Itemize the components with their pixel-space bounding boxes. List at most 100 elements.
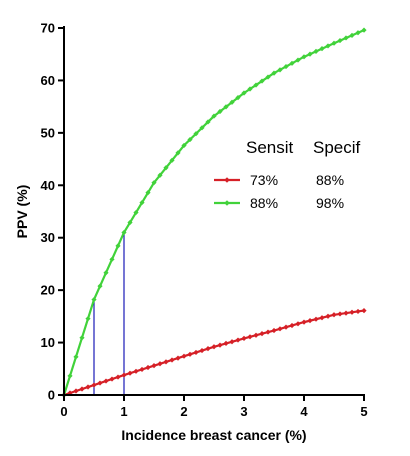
- data-point: [133, 368, 139, 374]
- data-point: [319, 315, 325, 321]
- x-tick-label: 2: [180, 404, 187, 419]
- data-point: [169, 157, 175, 163]
- data-point: [337, 311, 343, 317]
- y-axis-title: PPV (%): [14, 185, 30, 239]
- x-tick-label: 5: [360, 404, 367, 419]
- legend-entry-2: 88% 98%: [214, 195, 344, 211]
- data-point: [67, 373, 73, 379]
- data-point: [289, 60, 295, 66]
- data-point: [175, 355, 181, 361]
- data-point: [79, 386, 85, 392]
- data-point: [211, 113, 217, 119]
- series-2: [61, 27, 367, 398]
- data-point: [91, 296, 97, 303]
- data-point: [205, 119, 211, 125]
- axes: 0 10 20 30 40 50 60 70 0 1 2 3 4 5 Incidence breast …: [14, 21, 368, 444]
- data-point: [199, 347, 205, 354]
- legend-header-specif: Specif: [313, 138, 361, 157]
- data-point: [217, 108, 223, 115]
- data-point: [277, 67, 283, 73]
- data-point: [175, 150, 181, 156]
- data-point: [79, 335, 85, 341]
- data-point: [295, 57, 301, 63]
- data-point: [325, 313, 331, 319]
- data-point: [181, 353, 187, 359]
- x-tick-label: 4: [300, 404, 308, 419]
- x-tick-label: 0: [60, 404, 67, 419]
- data-point: [85, 384, 91, 390]
- data-point: [199, 125, 205, 131]
- data-point: [157, 172, 163, 178]
- data-point: [283, 63, 289, 70]
- data-point: [265, 329, 271, 335]
- data-point: [301, 319, 307, 325]
- data-point: [241, 335, 247, 341]
- data-point: [349, 309, 355, 315]
- data-point: [259, 331, 265, 337]
- data-point: [97, 380, 103, 386]
- data-point: [193, 131, 199, 137]
- legend-swatch-marker: [224, 200, 230, 206]
- legend-specif-value: 88%: [316, 172, 344, 188]
- data-point: [85, 316, 91, 322]
- data-point: [307, 318, 313, 324]
- data-point: [133, 209, 139, 216]
- y-tick-label: 70: [41, 21, 55, 36]
- data-point: [259, 78, 265, 84]
- data-point: [361, 307, 367, 314]
- data-point: [289, 322, 295, 329]
- y-tick-label: 20: [41, 283, 55, 298]
- data-point: [313, 316, 319, 322]
- data-point: [139, 199, 145, 206]
- y-tick-label: 10: [41, 335, 55, 350]
- data-point: [163, 165, 169, 171]
- data-point: [145, 190, 151, 196]
- data-point: [103, 270, 109, 276]
- data-point: [91, 382, 97, 388]
- data-point: [235, 95, 241, 101]
- data-point: [307, 51, 313, 57]
- legend-entry-1: 73% 88%: [214, 172, 344, 188]
- data-point: [355, 308, 361, 315]
- data-point: [121, 372, 127, 378]
- data-point: [253, 332, 259, 338]
- data-point: [115, 374, 121, 380]
- data-point: [73, 388, 79, 394]
- data-point: [271, 70, 277, 76]
- data-point: [277, 326, 283, 332]
- series-line: [63, 309, 365, 397]
- data-point: [229, 99, 235, 105]
- data-point: [361, 27, 367, 33]
- data-point: [109, 376, 115, 382]
- legend-swatch-marker: [224, 177, 230, 183]
- data-point: [319, 46, 325, 52]
- y-tick-label: 50: [41, 125, 55, 140]
- series-1: [61, 307, 367, 398]
- data-point: [247, 86, 253, 92]
- data-point: [223, 340, 229, 347]
- y-tick-label: 0: [48, 388, 55, 403]
- data-point: [241, 90, 247, 96]
- data-point: [331, 40, 337, 46]
- data-point: [73, 354, 79, 360]
- data-point: [271, 327, 277, 334]
- data-point: [139, 366, 145, 373]
- x-axis-title: Incidence breast cancer (%): [121, 427, 306, 443]
- x-axis-ticks: 0 1 2 3 4 5: [60, 395, 368, 419]
- data-point: [193, 349, 199, 356]
- reference-lines: [93, 232, 125, 395]
- data-point: [151, 180, 157, 186]
- data-point: [343, 310, 349, 316]
- data-point: [187, 136, 193, 143]
- data-point: [349, 32, 355, 38]
- y-tick-label: 60: [41, 73, 55, 88]
- data-point: [127, 219, 133, 226]
- legend-header-sensit: Sensit: [246, 138, 294, 157]
- y-axis-ticks: 0 10 20 30 40 50 60 70: [41, 21, 64, 403]
- data-point: [97, 283, 103, 289]
- data-point: [283, 324, 289, 330]
- y-tick-label: 30: [41, 230, 55, 245]
- y-tick-label: 40: [41, 178, 55, 193]
- data-point: [301, 54, 307, 60]
